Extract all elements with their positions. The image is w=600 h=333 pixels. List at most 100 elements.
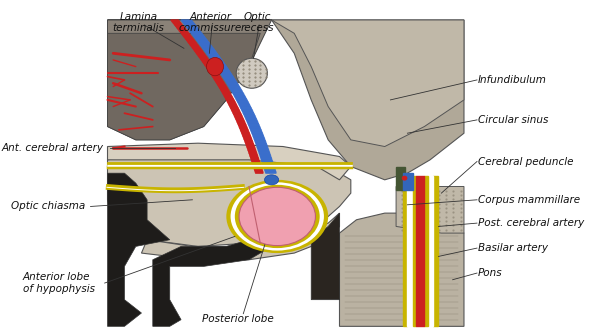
Polygon shape bbox=[407, 176, 413, 326]
Polygon shape bbox=[193, 48, 201, 49]
Polygon shape bbox=[185, 39, 194, 40]
Polygon shape bbox=[184, 23, 195, 25]
Polygon shape bbox=[193, 35, 205, 37]
Polygon shape bbox=[246, 119, 257, 121]
Polygon shape bbox=[202, 60, 210, 62]
Polygon shape bbox=[254, 167, 262, 168]
Polygon shape bbox=[254, 138, 265, 139]
Polygon shape bbox=[240, 107, 251, 108]
Polygon shape bbox=[173, 23, 182, 25]
Polygon shape bbox=[214, 63, 225, 65]
Polygon shape bbox=[185, 25, 196, 26]
Polygon shape bbox=[428, 176, 433, 326]
Polygon shape bbox=[403, 176, 407, 326]
Polygon shape bbox=[233, 93, 244, 94]
Polygon shape bbox=[242, 135, 250, 136]
Polygon shape bbox=[224, 79, 235, 80]
Polygon shape bbox=[247, 121, 257, 122]
Polygon shape bbox=[247, 122, 259, 124]
Text: Infundibulum: Infundibulum bbox=[478, 75, 547, 85]
Polygon shape bbox=[245, 116, 256, 118]
Polygon shape bbox=[249, 153, 257, 155]
Polygon shape bbox=[194, 49, 202, 51]
Polygon shape bbox=[226, 82, 238, 84]
Polygon shape bbox=[413, 176, 416, 326]
Polygon shape bbox=[227, 84, 238, 85]
Polygon shape bbox=[209, 71, 217, 73]
Polygon shape bbox=[255, 170, 263, 171]
Polygon shape bbox=[250, 127, 260, 128]
Polygon shape bbox=[204, 49, 215, 51]
Polygon shape bbox=[237, 101, 248, 102]
Polygon shape bbox=[211, 74, 220, 76]
Polygon shape bbox=[181, 20, 193, 22]
Polygon shape bbox=[181, 32, 189, 34]
Polygon shape bbox=[235, 97, 246, 99]
Polygon shape bbox=[248, 149, 256, 150]
Polygon shape bbox=[311, 213, 340, 300]
Text: Posterior lobe: Posterior lobe bbox=[202, 314, 274, 324]
Polygon shape bbox=[196, 39, 207, 40]
Polygon shape bbox=[242, 133, 250, 135]
Polygon shape bbox=[216, 82, 224, 84]
Polygon shape bbox=[416, 176, 424, 326]
Polygon shape bbox=[214, 79, 223, 80]
Polygon shape bbox=[188, 42, 196, 43]
Polygon shape bbox=[197, 54, 205, 56]
Polygon shape bbox=[221, 90, 229, 91]
Polygon shape bbox=[259, 152, 269, 153]
Polygon shape bbox=[220, 73, 232, 74]
Polygon shape bbox=[232, 110, 239, 111]
Polygon shape bbox=[253, 166, 261, 167]
Polygon shape bbox=[244, 139, 252, 141]
Polygon shape bbox=[191, 46, 200, 48]
Polygon shape bbox=[223, 94, 232, 96]
Polygon shape bbox=[396, 166, 404, 190]
Text: Ant. cerebral artery: Ant. cerebral artery bbox=[1, 143, 103, 153]
Polygon shape bbox=[252, 162, 260, 164]
Polygon shape bbox=[176, 26, 184, 28]
Polygon shape bbox=[251, 159, 259, 161]
Polygon shape bbox=[227, 101, 235, 102]
Polygon shape bbox=[248, 150, 256, 152]
Polygon shape bbox=[248, 124, 259, 125]
Polygon shape bbox=[206, 53, 217, 54]
Polygon shape bbox=[257, 147, 268, 149]
Polygon shape bbox=[239, 104, 250, 105]
Polygon shape bbox=[107, 33, 260, 140]
Polygon shape bbox=[218, 70, 229, 71]
Polygon shape bbox=[225, 80, 236, 82]
Polygon shape bbox=[179, 31, 188, 32]
Polygon shape bbox=[187, 28, 199, 29]
Polygon shape bbox=[153, 226, 283, 326]
Polygon shape bbox=[396, 186, 464, 233]
Ellipse shape bbox=[235, 185, 320, 248]
Text: Basilar artery: Basilar artery bbox=[478, 243, 548, 253]
Polygon shape bbox=[241, 108, 252, 110]
Text: Corpus mammillare: Corpus mammillare bbox=[478, 195, 580, 205]
Polygon shape bbox=[249, 125, 260, 127]
Polygon shape bbox=[265, 170, 275, 171]
Polygon shape bbox=[262, 161, 272, 162]
Polygon shape bbox=[231, 108, 239, 110]
Polygon shape bbox=[272, 20, 464, 147]
Polygon shape bbox=[258, 150, 269, 152]
Polygon shape bbox=[209, 57, 221, 59]
Polygon shape bbox=[191, 32, 202, 34]
Polygon shape bbox=[199, 43, 211, 45]
Polygon shape bbox=[184, 37, 193, 39]
Ellipse shape bbox=[236, 58, 268, 88]
Polygon shape bbox=[243, 136, 251, 138]
Polygon shape bbox=[215, 65, 226, 66]
Text: Anterior
commissure: Anterior commissure bbox=[179, 12, 242, 33]
Polygon shape bbox=[264, 167, 275, 168]
Polygon shape bbox=[208, 56, 220, 57]
Polygon shape bbox=[227, 102, 236, 104]
Polygon shape bbox=[238, 102, 249, 104]
Polygon shape bbox=[192, 34, 203, 35]
Ellipse shape bbox=[402, 176, 407, 180]
Polygon shape bbox=[265, 171, 276, 173]
Text: Anterior lobe
of hypophysis: Anterior lobe of hypophysis bbox=[23, 272, 95, 294]
Polygon shape bbox=[194, 37, 206, 39]
Polygon shape bbox=[236, 99, 247, 101]
